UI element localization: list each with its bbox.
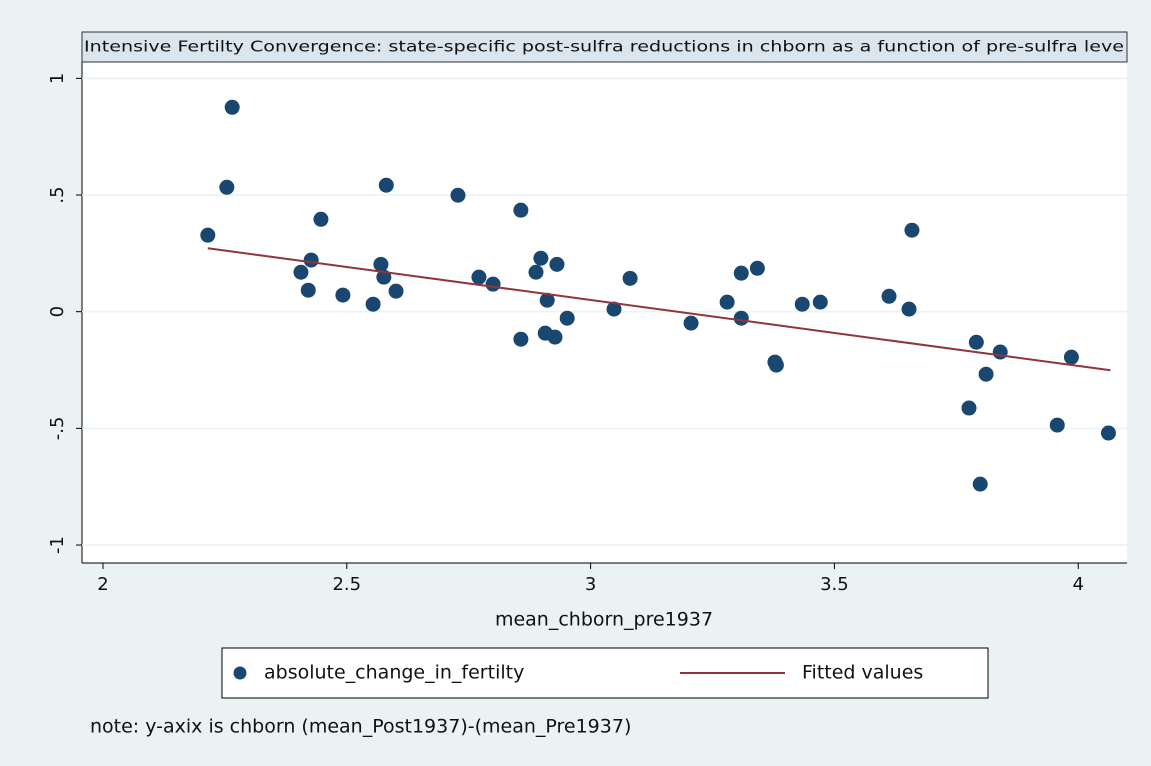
- point: [972, 476, 988, 492]
- legend-label: absolute_change_in_fertilty: [264, 662, 524, 684]
- point: [733, 265, 749, 281]
- x-axis-title: mean_chborn_pre1937: [495, 609, 713, 631]
- point: [812, 294, 828, 310]
- point: [606, 301, 622, 317]
- chart-title: Intensive Fertilty Convergence: state-sp…: [84, 38, 1124, 56]
- point: [794, 296, 810, 312]
- point: [881, 288, 897, 304]
- point: [992, 344, 1008, 360]
- point: [733, 310, 749, 326]
- point: [528, 264, 544, 280]
- x-tick-label: 2.5: [332, 574, 361, 595]
- point: [365, 296, 381, 312]
- point: [224, 99, 240, 115]
- point: [300, 282, 316, 298]
- point: [622, 270, 638, 286]
- point: [378, 177, 394, 193]
- plot-region: [82, 62, 1127, 563]
- note: note: y-axix is chborn (mean_Post1937)-(…: [90, 716, 631, 738]
- point: [513, 331, 529, 347]
- legend: [221, 647, 989, 699]
- y-tick-label: -.5: [47, 417, 68, 441]
- y-tick-label: .5: [47, 186, 68, 203]
- y-tick-label: -1: [47, 536, 68, 554]
- legend-key: [233, 666, 247, 680]
- x-tick-label: 3.5: [820, 574, 849, 595]
- point: [293, 264, 309, 280]
- point: [450, 187, 466, 203]
- point: [968, 334, 984, 350]
- point: [513, 202, 529, 218]
- x-tick-label: 4: [1073, 574, 1084, 595]
- point: [961, 400, 977, 416]
- point: [683, 315, 699, 331]
- x-tick-label: 3: [585, 574, 596, 595]
- x-tick-label: 2: [97, 574, 108, 595]
- title-box: [81, 31, 1128, 63]
- legend-label: Fitted values: [802, 662, 923, 684]
- y-tick-label: 1: [47, 73, 68, 84]
- point: [1049, 417, 1065, 433]
- point: [901, 301, 917, 317]
- point: [978, 366, 994, 382]
- point: [303, 252, 319, 268]
- point: [559, 310, 575, 326]
- point: [533, 250, 549, 266]
- point: [547, 329, 563, 345]
- point: [749, 260, 765, 276]
- point: [768, 357, 784, 373]
- point: [485, 276, 501, 292]
- point: [219, 179, 235, 195]
- point: [719, 294, 735, 310]
- point: [373, 256, 389, 272]
- point: [313, 211, 329, 227]
- fitted-line: [207, 247, 1111, 372]
- point: [388, 283, 404, 299]
- point: [471, 269, 487, 285]
- point: [1100, 425, 1116, 441]
- y-tick-label: 0: [47, 306, 68, 317]
- point: [549, 256, 565, 272]
- point: [904, 222, 920, 238]
- point: [539, 292, 555, 308]
- point: [200, 227, 216, 243]
- point: [335, 287, 351, 303]
- point: [1063, 349, 1079, 365]
